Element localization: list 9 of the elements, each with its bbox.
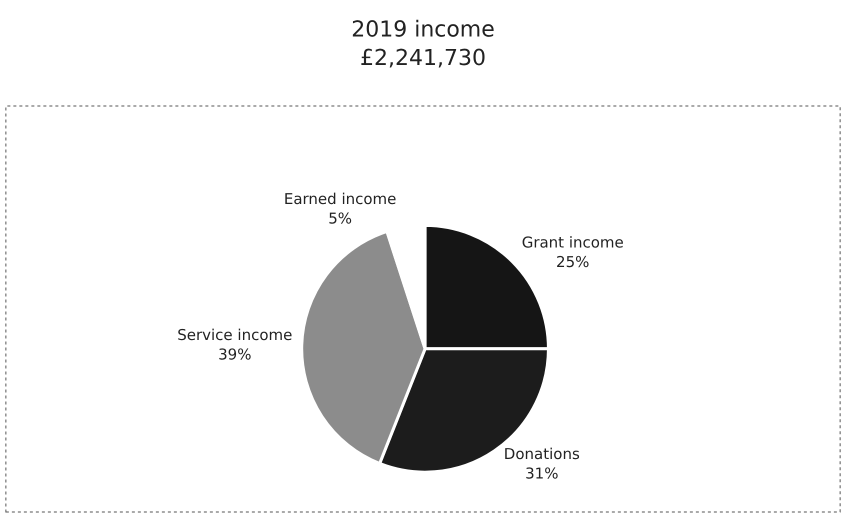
slice-label: Donations (504, 444, 580, 463)
slice-label: Service income (177, 326, 292, 344)
slice-label: Earned income (284, 190, 396, 208)
data-label: 31% (525, 464, 558, 482)
data-label: 25% (556, 252, 590, 271)
data-label: 5% (328, 209, 352, 228)
chart-title: 2019 income £2,241,730 (351, 17, 495, 71)
slice-label: Grant income (522, 233, 624, 252)
data-label: 39% (218, 346, 252, 364)
